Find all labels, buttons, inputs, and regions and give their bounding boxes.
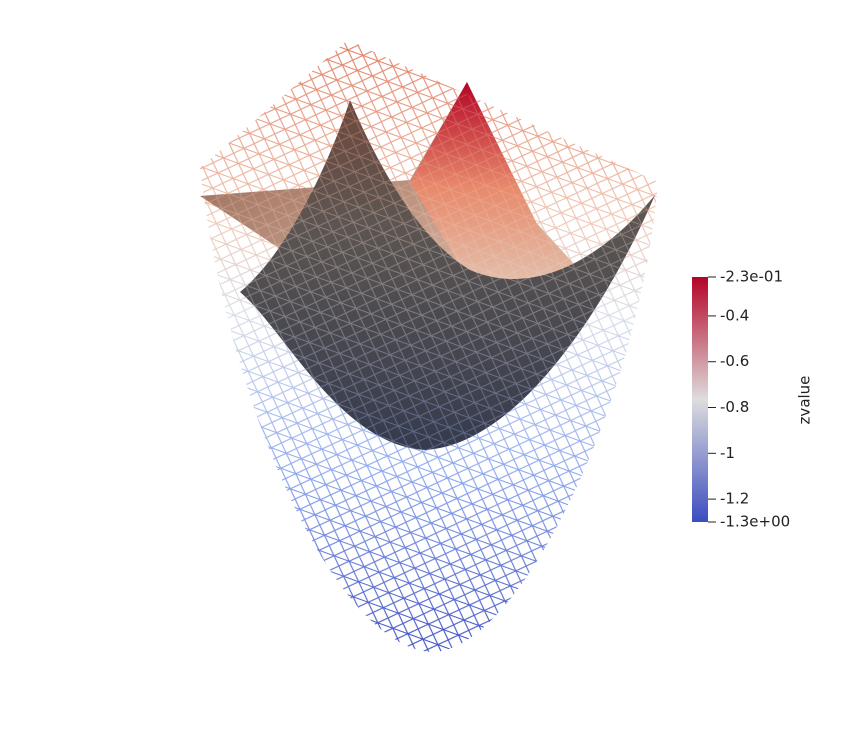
- colorbar-tick-label: -1: [720, 444, 735, 462]
- colorbar-tick-label: -0.6: [720, 352, 749, 370]
- colorbar-title: zvalue: [796, 376, 814, 425]
- colorbar-tick-label: -0.8: [720, 398, 749, 416]
- colorbar: [692, 277, 708, 522]
- colorbar-tick-label: -1.2: [720, 490, 749, 508]
- surface-render: [190, 30, 670, 660]
- colorbar-tick-label: -1.3e+00: [720, 513, 790, 531]
- colorbar-tick-label: -2.3e-01: [720, 268, 783, 286]
- colorbar-tick-label: -0.4: [720, 306, 749, 324]
- wireframe-overlay: [190, 30, 670, 660]
